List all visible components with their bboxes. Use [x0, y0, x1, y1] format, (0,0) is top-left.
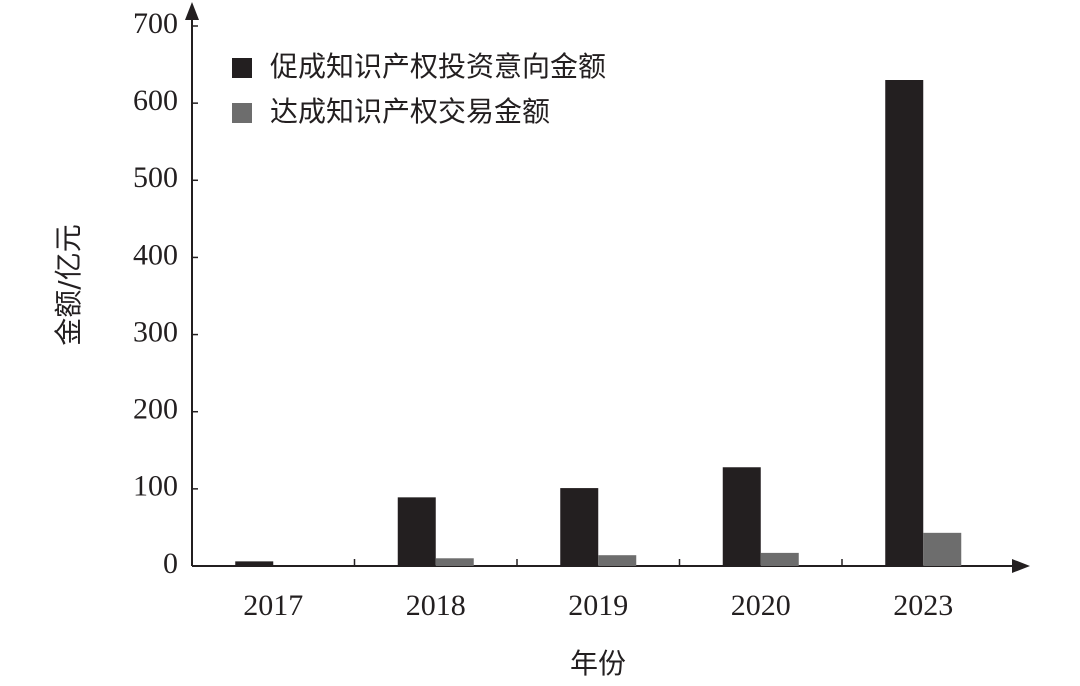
- bar: [560, 488, 599, 566]
- legend-swatch: [232, 58, 252, 78]
- x-tick-label: 2023: [893, 589, 953, 622]
- y-tick-label: 200: [133, 393, 178, 426]
- x-tick-label: 2018: [406, 589, 466, 622]
- bar: [760, 552, 799, 566]
- bar: [397, 497, 436, 566]
- y-tick-label: 600: [133, 84, 178, 117]
- bar: [722, 467, 761, 566]
- x-tick-label: 2019: [568, 589, 628, 622]
- bar: [598, 555, 637, 566]
- legend-swatch: [232, 103, 252, 123]
- y-axis-arrow: [185, 2, 199, 20]
- y-tick-label: 100: [133, 470, 178, 503]
- x-axis-title: 年份: [570, 647, 626, 680]
- y-tick-label: 300: [133, 315, 178, 348]
- y-axis-title: 金额/亿元: [52, 224, 85, 345]
- bar: [923, 532, 962, 566]
- legend-label: 促成知识产权投资意向金额: [270, 50, 606, 83]
- y-tick-label: 400: [133, 238, 178, 271]
- y-tick-label: 0: [163, 547, 178, 580]
- y-tick-label: 700: [133, 7, 178, 40]
- x-tick-label: 2020: [731, 589, 791, 622]
- bar: [435, 558, 474, 566]
- legend-label: 达成知识产权交易金额: [270, 95, 550, 128]
- x-axis-arrow: [1012, 559, 1030, 573]
- bar: [235, 561, 274, 566]
- x-tick-label: 2017: [243, 589, 303, 622]
- bar: [885, 80, 924, 566]
- y-tick-label: 500: [133, 161, 178, 194]
